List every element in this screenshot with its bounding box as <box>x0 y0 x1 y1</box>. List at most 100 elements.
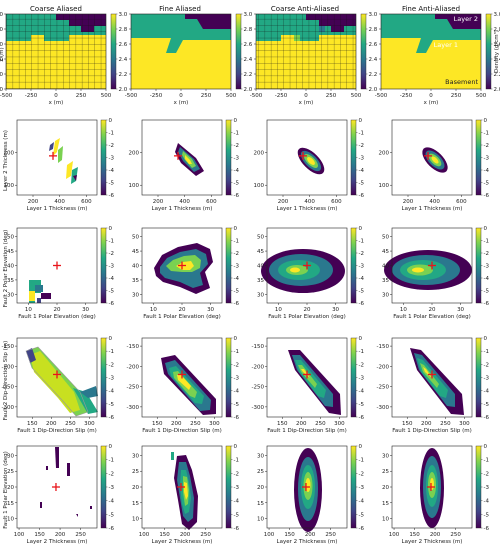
x-tick-label: 10 <box>25 307 32 313</box>
colorbar <box>475 119 482 196</box>
colorbar-tick-label: -2 <box>109 143 114 149</box>
y-tick-label: 50 <box>257 235 264 241</box>
colorbar-tick-label: -4 <box>359 389 365 395</box>
colorbar <box>475 227 482 304</box>
x-tick-label: 100 <box>389 532 400 538</box>
colorbar-tick-label: 0 <box>359 118 363 124</box>
x-tick-label: 30 <box>82 307 89 313</box>
colorbar-tick-label: -2 <box>359 471 364 477</box>
colorbar-tick-label: -2 <box>484 471 489 477</box>
colorbar-tick-label: 2.2 <box>244 72 253 78</box>
y-tick-label: -300 <box>127 405 140 411</box>
y-tick-label: 100 <box>379 183 390 189</box>
y-tick-label: 15 <box>7 501 14 507</box>
layer-label: Layer 1 <box>434 41 458 49</box>
x-tick-label: 250 <box>76 93 87 99</box>
y-tick-label: 10 <box>132 517 139 523</box>
x-tick-label: 200 <box>153 199 164 205</box>
colorbar-tick-label: -1 <box>234 239 239 245</box>
colorbar-tick-label: -4 <box>234 276 240 282</box>
x-tick-label: 30 <box>207 307 214 313</box>
x-axis-label: Layer 1 Thickness (m) <box>402 206 463 212</box>
x-tick-label: 10 <box>400 307 407 313</box>
colorbar-tick-label: 0 <box>484 118 488 124</box>
x-tick-label: -500 <box>375 93 388 99</box>
colorbar-tick-label: 0 <box>109 226 113 232</box>
x-axis-label: Fault 1 Polar Elevation (deg) <box>18 314 96 320</box>
colorbar-tick-label: -4 <box>359 168 365 174</box>
colorbar-tick-label: -6 <box>484 193 490 199</box>
x-tick-label: 0 <box>304 93 308 99</box>
colorbar-tick-label: -4 <box>484 499 490 505</box>
y-tick-label: 20 <box>382 485 389 491</box>
colorbar-tick-label: -4 <box>359 276 365 282</box>
x-tick-label: 20 <box>429 307 436 313</box>
y-tick-label: 45 <box>382 249 389 255</box>
x-tick-label: 250 <box>326 93 337 99</box>
y-tick-label: 15 <box>382 501 389 507</box>
slip-panel-fine-aliased <box>161 355 216 415</box>
column-title: Fine Aliased <box>159 5 201 13</box>
column-title: Coarse Anti-Aliased <box>271 5 339 13</box>
colorbar-tick-label: -6 <box>359 301 365 307</box>
slip-panel-fine-antialiased <box>410 348 464 415</box>
x-axis-label: Fault 1 Polar Elevation (deg) <box>268 314 346 320</box>
x-tick-label: 300 <box>84 421 95 427</box>
colorbar-tick-label: 0 <box>109 336 113 342</box>
colorbar-tick-label: -3 <box>484 376 490 382</box>
slip-panel-coarse-aliased <box>25 346 98 417</box>
y-tick-label: 50 <box>7 235 14 241</box>
colorbar-tick-label: -1 <box>484 131 489 137</box>
colorbar-tick-label: 2.6 <box>119 42 128 48</box>
colorbar-tick-label: -2 <box>359 251 364 257</box>
x-axis-label: x (m) <box>424 100 439 106</box>
x-tick-label: -250 <box>400 93 413 99</box>
colorbar-tick-label: 0 <box>234 444 238 450</box>
x-tick-label: 600 <box>206 199 217 205</box>
x-tick-label: 200 <box>278 199 289 205</box>
colorbar-tick-label: 2.0 <box>369 87 378 93</box>
colorbar-tick-label: -5 <box>109 289 115 295</box>
y-tick-label: 30 <box>7 292 14 298</box>
y-tick-label: 20 <box>7 485 14 491</box>
colorbar-tick-label: -1 <box>234 349 239 355</box>
axes-frame <box>266 119 348 196</box>
colorbar <box>485 13 492 90</box>
colorbar <box>475 445 482 529</box>
colorbar-tick-label: -3 <box>484 485 490 491</box>
colorbar <box>350 337 357 418</box>
x-tick-label: 20 <box>54 307 61 313</box>
x-tick-label: 200 <box>305 532 316 538</box>
x-axis-label: Fault 1 Dip-Direction Slip (m) <box>267 428 346 434</box>
y-tick-label: -150 <box>127 344 140 350</box>
x-tick-label: 200 <box>430 532 441 538</box>
colorbar-tick-label: -3 <box>359 376 365 382</box>
x-tick-label: 300 <box>459 421 470 427</box>
colorbar-tick-label: -3 <box>359 264 365 270</box>
colorbar-tick-label: -4 <box>234 168 240 174</box>
y-tick-label: 200 <box>129 151 140 157</box>
colorbar-label: Density (g/cm³) <box>493 30 500 73</box>
y-tick-label: 50 <box>132 235 139 241</box>
x-tick-label: 150 <box>284 532 295 538</box>
x-axis-label: Fault 1 Polar Elevation (deg) <box>143 314 221 320</box>
x-tick-label: 400 <box>54 199 65 205</box>
colorbar-tick-label: -2 <box>484 143 489 149</box>
colorbar-tick-label: -1 <box>109 349 114 355</box>
colorbar-tick-label: -3 <box>109 376 115 382</box>
y-tick-label: -250 <box>377 385 390 391</box>
x-tick-label: 30 <box>457 307 464 313</box>
x-tick-label: 10 <box>275 307 282 313</box>
colorbar-tick-label: -5 <box>234 402 240 408</box>
colorbar-tick-label: -5 <box>359 289 365 295</box>
x-tick-label: 400 <box>429 199 440 205</box>
colorbar-tick-label: 2.8 <box>244 27 253 33</box>
x-tick-label: -250 <box>25 93 38 99</box>
colorbar-tick-label: -3 <box>359 485 365 491</box>
colorbar-tick-label: 2.4 <box>494 57 500 63</box>
colorbar-tick-label: -2 <box>234 251 239 257</box>
colorbar-tick-label: -2 <box>484 251 489 257</box>
x-axis-label: Layer 1 Thickness (m) <box>152 206 213 212</box>
colorbar-tick-label: -6 <box>484 415 490 421</box>
x-tick-label: 200 <box>171 421 182 427</box>
